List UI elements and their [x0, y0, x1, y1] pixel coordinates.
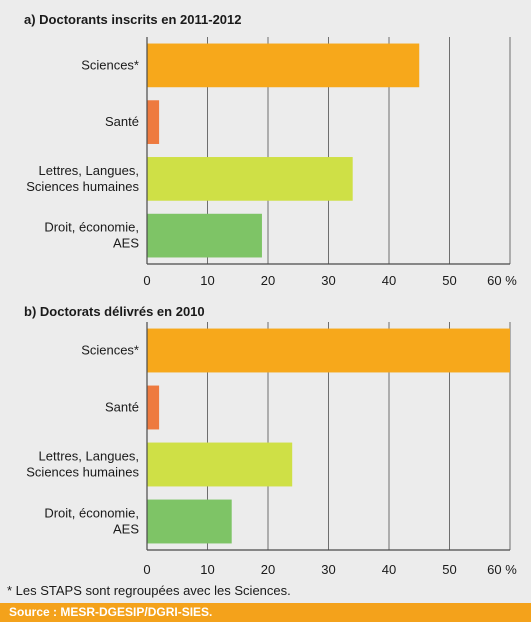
category-label: Sciences*	[81, 57, 139, 72]
bar	[147, 328, 510, 373]
chart-b: b) Doctorats délivrés en 2010 0 10 20 30 40 50…	[24, 304, 517, 577]
category-label: Droit, économie, AES	[44, 506, 139, 537]
x-tick-label: 20	[261, 562, 275, 577]
category-label: Lettres, Langues, Sciences humaines	[26, 449, 139, 480]
chart-a: a) Doctorants inscrits en 2011-2012 0 10 20…	[24, 12, 517, 288]
bar	[147, 157, 353, 201]
x-tick-label: 40	[382, 562, 396, 577]
x-tick-label: 60 %	[487, 562, 517, 577]
x-tick-label: 60 %	[487, 273, 517, 288]
x-tick-label: 0	[143, 562, 150, 577]
bar	[147, 213, 262, 258]
x-tick-label: 10	[200, 273, 214, 288]
x-tick-label: 10	[200, 562, 214, 577]
bar	[147, 43, 420, 88]
footnote: * Les STAPS sont regroupées avec les Sci…	[7, 583, 291, 598]
x-tick-label: 50	[442, 562, 456, 577]
x-tick-label: 30	[321, 562, 335, 577]
x-tick-label: 50	[442, 273, 456, 288]
bar	[147, 385, 160, 430]
source-bar: Source : MESR-DGESIP/DGRI-SIES.	[0, 603, 531, 622]
category-label: Sciences*	[81, 343, 139, 358]
bar	[147, 499, 232, 544]
bar	[147, 100, 160, 144]
category-label: Lettres, Langues, Sciences humaines	[26, 163, 139, 194]
category-label: Droit, économie, AES	[44, 220, 139, 251]
source-text: Source : MESR-DGESIP/DGRI-SIES.	[9, 605, 213, 619]
chart-title: a) Doctorants inscrits en 2011-2012	[24, 12, 242, 27]
x-tick-label: 0	[143, 273, 150, 288]
bar	[147, 442, 293, 487]
x-tick-label: 30	[321, 273, 335, 288]
chart-title: b) Doctorats délivrés en 2010	[24, 304, 205, 319]
category-label: Santé	[105, 400, 139, 415]
x-tick-label: 20	[261, 273, 275, 288]
category-label: Santé	[105, 114, 139, 129]
x-tick-label: 40	[382, 273, 396, 288]
